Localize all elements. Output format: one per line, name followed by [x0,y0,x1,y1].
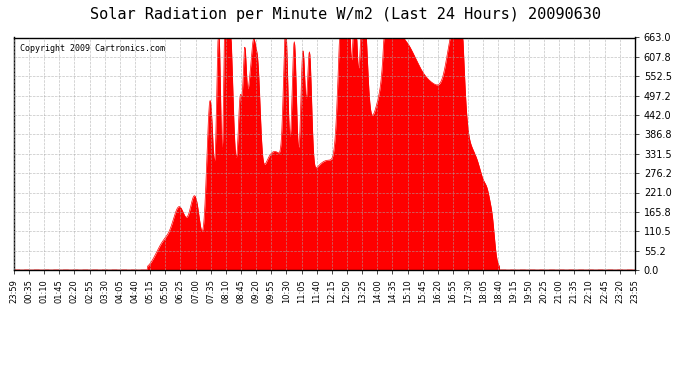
Text: Copyright 2009 Cartronics.com: Copyright 2009 Cartronics.com [20,45,165,54]
Text: Solar Radiation per Minute W/m2 (Last 24 Hours) 20090630: Solar Radiation per Minute W/m2 (Last 24… [90,8,600,22]
